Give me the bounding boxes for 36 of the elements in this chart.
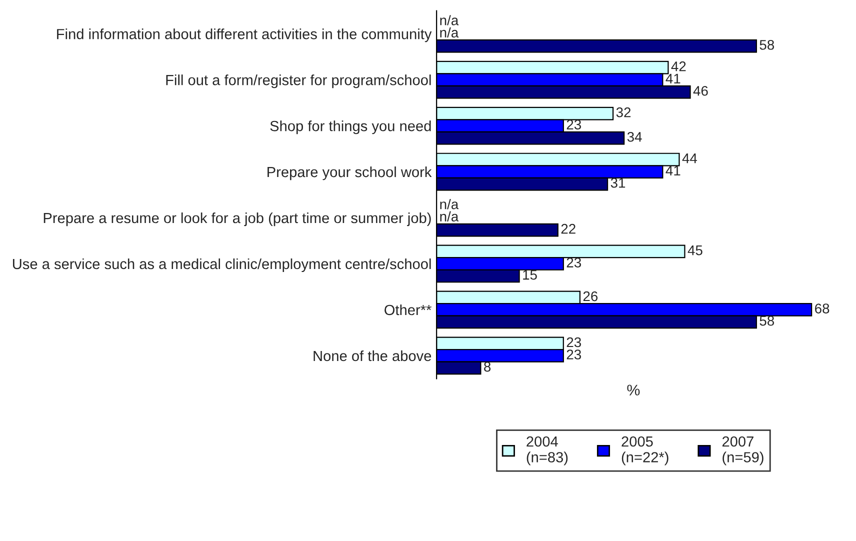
- text: n/a: [440, 15, 459, 26]
- data-label: 8: [484, 362, 491, 372]
- text: n/a: [440, 211, 459, 222]
- legend-label: 2007 (n=59): [722, 436, 764, 466]
- text: n/a: [440, 27, 459, 38]
- data-label: 41: [666, 166, 680, 176]
- data-label: 42: [671, 61, 686, 72]
- data-label: 32: [616, 107, 631, 118]
- data-label: 23: [566, 120, 581, 130]
- data-label: 15: [523, 270, 537, 280]
- y-tick-label: Prepare a resume or look for a job (part time or summer job): [44, 212, 431, 226]
- data-label: 34: [627, 132, 642, 142]
- y-tick-label: None of the above: [314, 350, 432, 362]
- y-tick-label: Other**: [384, 304, 432, 316]
- data-label: 23: [566, 258, 581, 268]
- data-label: 22: [561, 224, 576, 234]
- y-tick-label: Find information about different activities in the community: [57, 28, 432, 42]
- data-label: 23: [566, 337, 581, 348]
- data-label: 23: [566, 350, 581, 360]
- y-tick-label: Use a service such as a medical clinic/employment centre/school: [12, 258, 431, 272]
- y-tick-label: Fill out a form/register for program/school: [166, 74, 431, 88]
- x-axis-title: %: [627, 384, 640, 396]
- y-tick-label: Prepare your school work: [268, 166, 432, 180]
- data-label: 58: [760, 316, 774, 326]
- text: n/a: [440, 199, 459, 210]
- data-label: 68: [815, 304, 830, 314]
- legend-label: 2005 (n=22*): [622, 436, 668, 466]
- legend-label: 2004 (n=83): [526, 436, 568, 466]
- data-label: 26: [583, 291, 598, 302]
- data-label: 58: [760, 40, 774, 50]
- data-label: 45: [688, 246, 702, 256]
- y-tick-label: Shop for things you need: [270, 120, 431, 134]
- data-label: 46: [693, 86, 708, 96]
- data-label: 31: [610, 178, 626, 188]
- data-label: 44: [682, 154, 698, 164]
- data-label: 41: [666, 74, 680, 84]
